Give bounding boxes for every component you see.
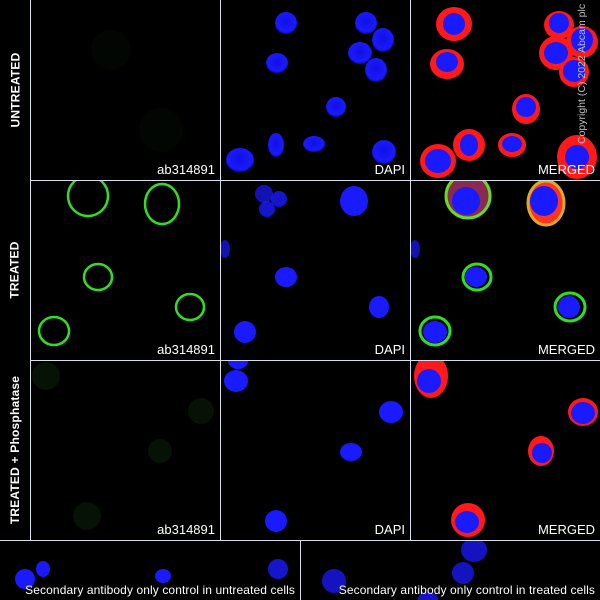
micrograph-image <box>226 12 396 172</box>
panel-caption: MERGED <box>537 522 595 537</box>
micrograph-image <box>15 559 288 589</box>
micrograph-image <box>411 181 587 347</box>
row-label-untreated: UNTREATED <box>8 52 23 128</box>
row-label-treated: TREATED <box>8 241 22 299</box>
panel-untreated-merged: Copyright (C) 2022 Abcam plc MERGED <box>410 0 600 181</box>
panel-phosphatase-merged: MERGED <box>410 360 600 541</box>
panel-caption: ab314891 <box>157 522 215 537</box>
panel-caption: ab314891 <box>157 162 215 177</box>
panel-caption: MERGED <box>537 342 595 357</box>
panel-phosphatase-antibody: ab314891 <box>30 360 221 541</box>
panel-untreated-antibody: ab314891 <box>30 0 221 181</box>
panel-treated-antibody: ab314891 <box>30 180 221 361</box>
panel-caption: Secondary antibody only control in treat… <box>338 583 595 597</box>
panel-phosphatase-dapi: DAPI <box>220 360 411 541</box>
panel-caption: DAPI <box>374 162 405 177</box>
micrograph-image <box>32 362 214 530</box>
panel-treated-dapi: DAPI <box>220 180 411 361</box>
panel-caption: MERGED <box>537 162 595 177</box>
micrograph-image <box>221 185 389 343</box>
micrograph-image <box>414 361 598 537</box>
panel-control-untreated: Secondary antibody only control in untre… <box>0 540 301 600</box>
micrograph-image <box>420 7 598 179</box>
micrograph-image <box>37 181 206 347</box>
panel-untreated-dapi: DAPI <box>220 0 411 181</box>
row-label-treated-phosphatase: TREATED + Phosphatase <box>8 375 22 525</box>
micrograph-image <box>91 30 183 152</box>
panel-treated-merged: MERGED <box>410 180 600 361</box>
panel-caption: DAPI <box>374 522 405 537</box>
copyright-notice: Copyright (C) 2022 Abcam plc <box>576 3 588 144</box>
panel-caption: Secondary antibody only control in untre… <box>25 583 295 597</box>
panel-caption: ab314891 <box>157 342 215 357</box>
panel-control-treated: Secondary antibody only control in treat… <box>300 540 600 600</box>
micrograph-image <box>322 541 487 600</box>
micrograph-image <box>224 361 403 532</box>
panel-caption: DAPI <box>374 342 405 357</box>
